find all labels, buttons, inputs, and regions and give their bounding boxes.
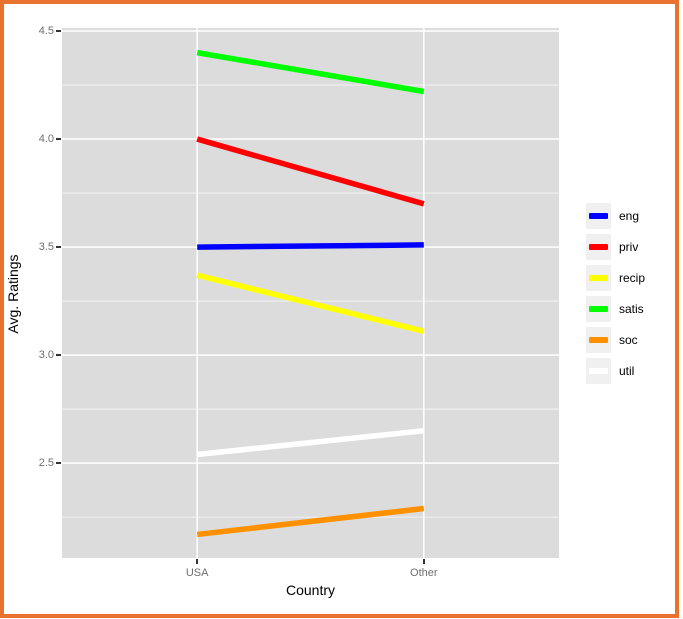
legend-key-line-eng xyxy=(589,213,608,219)
legend-key-line-priv xyxy=(589,244,608,250)
plot-canvas xyxy=(62,28,559,558)
series-line-eng xyxy=(197,242,424,250)
y-tick-mark xyxy=(56,354,61,357)
legend-item-priv: priv xyxy=(586,234,645,260)
legend-label-priv: priv xyxy=(619,240,639,254)
x-tick-mark xyxy=(422,559,425,564)
legend-key-recip xyxy=(586,265,611,291)
series-line-util xyxy=(196,428,425,458)
legend-key-line-soc xyxy=(589,337,608,343)
series-line-satis xyxy=(196,49,425,95)
y-tick-mark xyxy=(56,30,61,33)
legend-item-util: util xyxy=(586,358,645,384)
y-tick-mark xyxy=(56,246,61,249)
x-tick-label-other: Other xyxy=(410,567,438,579)
y-tick-label-2.5: 2.5 xyxy=(38,457,54,470)
y-tick-mark xyxy=(56,462,61,465)
legend-label-recip: recip xyxy=(619,271,646,285)
legend-label-satis: satis xyxy=(619,302,644,316)
legend-label-util: util xyxy=(619,364,635,378)
series-line-soc xyxy=(196,505,425,538)
y-tick-label-3.0: 3.0 xyxy=(38,349,54,362)
plot-panel xyxy=(62,28,559,558)
legend-key-line-util xyxy=(589,368,608,374)
legend-key-line-satis xyxy=(589,306,608,312)
legend-item-eng: eng xyxy=(586,203,645,229)
y-tick-label-4.5: 4.5 xyxy=(38,25,54,38)
legend-item-soc: soc xyxy=(586,327,645,353)
x-tick-mark xyxy=(196,559,199,564)
legend-key-satis xyxy=(586,296,611,322)
legend-key-util xyxy=(586,358,611,384)
legend-item-satis: satis xyxy=(586,296,645,322)
series-line-recip xyxy=(196,272,425,335)
legend-item-recip: recip xyxy=(586,265,645,291)
series-line-priv xyxy=(196,136,425,207)
legend: eng priv recip satis soc util xyxy=(586,203,645,389)
y-tick-label-4.0: 4.0 xyxy=(38,133,54,146)
legend-key-line-recip xyxy=(589,275,608,281)
x-axis-title: Country xyxy=(285,582,336,598)
legend-key-eng xyxy=(586,203,611,229)
legend-key-priv xyxy=(586,234,611,260)
legend-key-soc xyxy=(586,327,611,353)
y-axis-title: Avg. Ratings xyxy=(5,254,21,334)
legend-label-eng: eng xyxy=(619,209,640,223)
y-tick-mark xyxy=(56,138,61,141)
y-tick-label-3.5: 3.5 xyxy=(38,241,54,254)
x-tick-label-usa: USA xyxy=(185,567,209,579)
legend-label-soc: soc xyxy=(619,333,638,347)
